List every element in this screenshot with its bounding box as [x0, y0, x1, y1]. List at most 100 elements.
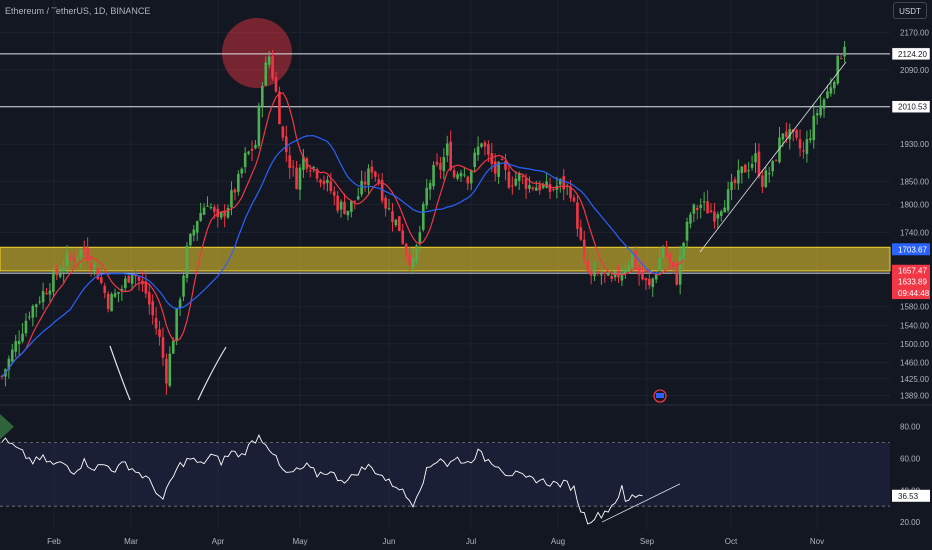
- candle-body: [377, 179, 381, 184]
- rsi-tick-label: 80.00: [900, 423, 921, 432]
- ma-slow-line: [1, 135, 660, 378]
- currency-button[interactable]: USDT: [893, 2, 927, 19]
- time-axis[interactable]: Feb Mar Apr May Jun Jul Aug Sep Oct Nov: [47, 537, 824, 546]
- price-tag-label: 1657.47: [898, 267, 927, 276]
- candle-body: [237, 173, 240, 192]
- candle-body: [72, 257, 76, 261]
- candle-body: [466, 176, 470, 184]
- candle-body: [445, 143, 449, 156]
- candle-body: [415, 245, 418, 261]
- candle-body: [504, 161, 507, 170]
- candle-body: [127, 276, 131, 283]
- candle-body: [165, 358, 168, 384]
- candle-body: [394, 219, 398, 226]
- candle-body: [514, 178, 518, 186]
- candle-body: [832, 81, 836, 89]
- candle-body: [302, 156, 305, 170]
- candle-body: [487, 144, 490, 155]
- candle-body: [651, 278, 655, 288]
- price-tag: [892, 243, 930, 256]
- candle-body: [637, 267, 641, 275]
- candle-body: [168, 353, 172, 386]
- candle-body: [147, 292, 151, 305]
- candle-body: [713, 211, 716, 222]
- candle-body: [106, 293, 110, 309]
- candle-body: [562, 176, 566, 190]
- candle-body: [209, 207, 213, 209]
- candle-body: [363, 181, 367, 185]
- candle-body: [230, 190, 233, 208]
- candle-body: [785, 131, 788, 137]
- candle-body: [764, 170, 768, 188]
- candle-body: [120, 288, 124, 291]
- candle-body: [456, 174, 459, 179]
- candle-body: [761, 175, 764, 187]
- candle-body: [641, 271, 644, 280]
- candle-body: [124, 278, 127, 289]
- candle-body: [58, 273, 62, 277]
- candle-body: [339, 201, 343, 210]
- candle-body: [535, 187, 538, 191]
- candle-body: [353, 200, 357, 202]
- candle-body: [110, 294, 113, 312]
- candle-body: [398, 216, 401, 231]
- candle-body: [240, 168, 244, 174]
- candle-body: [500, 158, 504, 160]
- price-tag-label: 1633.89: [898, 278, 927, 287]
- price-tick-label: 1930.00: [900, 140, 929, 149]
- candle-body: [449, 141, 452, 170]
- price-tag-label: 09:44:48: [898, 289, 930, 298]
- candle-body: [497, 162, 500, 177]
- ma-fast-line: [1, 92, 685, 378]
- price-tag: [892, 287, 930, 300]
- candle-body: [528, 185, 531, 189]
- candle-body: [322, 180, 326, 185]
- candle-body: [346, 210, 350, 216]
- candle-body: [247, 151, 250, 154]
- candle-body: [798, 139, 802, 149]
- level-tag-label: 2124.20: [898, 50, 927, 59]
- candle-body: [668, 253, 672, 263]
- candle-body: [675, 268, 679, 285]
- candle-body: [329, 181, 333, 192]
- candle-body: [589, 270, 593, 276]
- candle-body: [175, 308, 178, 341]
- top-highlight-circle: [222, 18, 292, 88]
- candle-body: [661, 247, 665, 258]
- event-flag-icon[interactable]: [653, 389, 667, 403]
- candle-body: [374, 171, 377, 177]
- candle-body: [695, 207, 699, 211]
- candle-body: [490, 153, 494, 164]
- candle-body: [757, 151, 761, 177]
- rsi-line: [1, 433, 643, 525]
- zone-rect: [0, 246, 891, 272]
- moving-averages: [1, 92, 685, 378]
- time-tick-label: Feb: [47, 537, 61, 546]
- candle-body: [298, 167, 302, 190]
- candle-body: [411, 257, 415, 267]
- candle-body: [199, 212, 202, 221]
- candle-body: [261, 86, 264, 107]
- chart-title: Ethereum / TetherUS, 1D, BINANCE: [5, 6, 151, 16]
- candle-body: [10, 349, 14, 362]
- price-axis[interactable]: 2170.00 2090.00 1930.00 1850.00 1800.00 1740.…: [900, 29, 929, 401]
- candle-body: [189, 233, 192, 246]
- candle-body: [308, 170, 312, 172]
- rsi-overbought-fill: [0, 414, 14, 440]
- candle-body: [630, 253, 634, 267]
- candle-body: [425, 187, 429, 206]
- candle-body: [213, 207, 216, 212]
- candle-body: [45, 292, 48, 294]
- candle-body: [812, 115, 816, 141]
- candle-body: [685, 221, 689, 241]
- candle-body: [452, 170, 456, 178]
- price-tick-label: 2170.00: [900, 29, 929, 38]
- candle-body: [839, 58, 843, 60]
- candle-body: [733, 179, 737, 184]
- candle-body: [130, 274, 134, 284]
- rsi-band: [0, 442, 890, 507]
- candle-body: [295, 167, 298, 189]
- candle-body: [315, 169, 319, 179]
- candle-body: [439, 163, 442, 170]
